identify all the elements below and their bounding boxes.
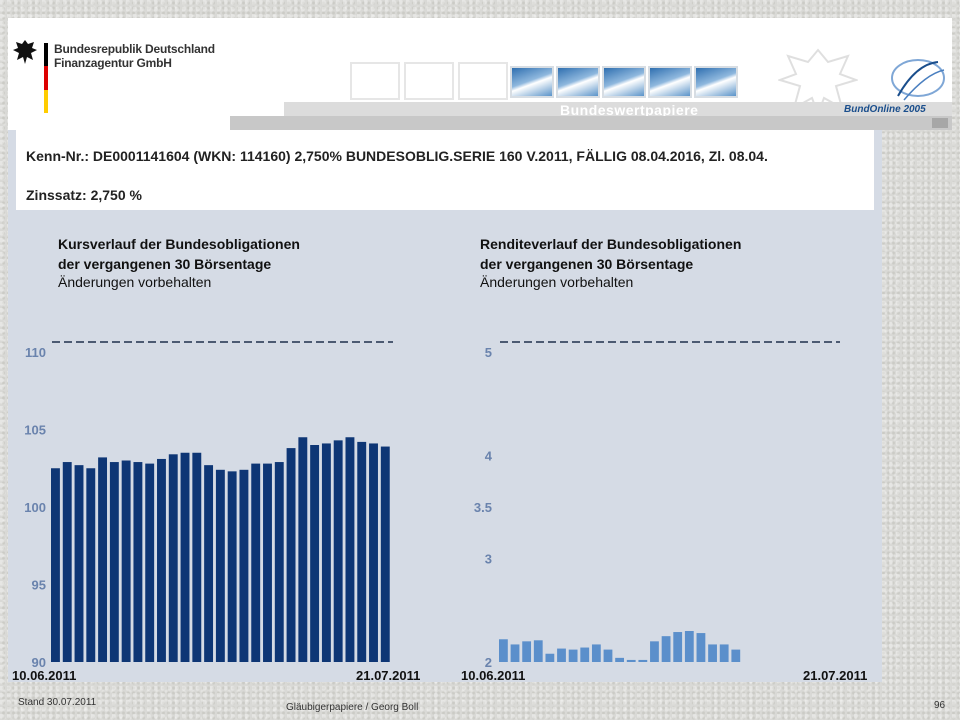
price-bar	[145, 463, 155, 662]
security-info-box: Kenn-Nr.: DE0001141604 (WKN: 114160) 2,7…	[16, 130, 874, 210]
yield-bar	[557, 648, 566, 662]
yield-bar	[615, 657, 624, 662]
yield-chart-title-line-2: der vergangenen 30 Börsentage	[480, 256, 694, 272]
yield-bar	[510, 644, 520, 662]
grey-strip	[230, 116, 952, 130]
price-chart-title: Kursverlauf der Bundesobligationen der v…	[58, 234, 300, 274]
security-identifier: Kenn-Nr.: DE0001141604 (WKN: 114160) 2,7…	[26, 148, 768, 164]
yield-x-end-label: 21.07.2011	[803, 668, 867, 683]
org-line-2: Finanzagentur GmbH	[54, 56, 172, 70]
yield-y-tick-label: 4	[485, 448, 493, 463]
yield-bar	[499, 639, 508, 662]
footer-author: Gläubigerpapiere / Georg Boll	[286, 702, 419, 713]
yield-bar	[568, 649, 578, 662]
price-bar	[121, 460, 131, 662]
yield-y-tick-label: 3.5	[474, 500, 492, 515]
yield-bar	[533, 640, 543, 662]
price-bar	[357, 441, 367, 662]
price-bar	[86, 468, 96, 662]
price-bar	[157, 458, 166, 662]
price-bar	[62, 462, 72, 662]
yield-bar	[603, 649, 613, 662]
price-bar	[333, 440, 343, 662]
price-bar	[263, 463, 272, 662]
price-y-tick-label: 105	[24, 423, 46, 438]
price-chart-title-line-2: der vergangenen 30 Börsentage	[58, 256, 272, 272]
flag-red	[44, 66, 48, 90]
yield-bar	[719, 644, 729, 662]
price-bar	[204, 465, 214, 662]
organization-name: Bundesrepublik Deutschland Finanzagentur…	[54, 42, 215, 70]
price-y-tick-label: 90	[32, 655, 46, 670]
yield-bar	[708, 644, 717, 662]
price-bar	[168, 454, 178, 662]
price-y-tick-label: 95	[32, 578, 46, 593]
price-bar	[286, 448, 296, 662]
price-bar	[215, 469, 225, 662]
price-bar	[345, 437, 355, 662]
price-bar	[321, 443, 331, 662]
price-bar	[74, 465, 84, 662]
yield-bar	[580, 647, 590, 662]
price-x-end-label: 21.07.2011	[356, 668, 420, 683]
federal-eagle-icon	[13, 40, 37, 64]
yield-bar	[545, 653, 555, 662]
flag-gold	[44, 89, 48, 113]
header-banner: Bundesrepublik Deutschland Finanzagentur…	[8, 18, 952, 130]
price-bar	[298, 437, 308, 662]
flag-black	[44, 43, 48, 67]
price-y-tick-label: 110	[25, 345, 46, 360]
bundonline-logo-text: BundOnline 2005	[844, 104, 926, 115]
yield-bar	[626, 659, 636, 662]
yield-x-start-label: 10.06.2011	[461, 668, 525, 683]
price-x-start-label: 10.06.2011	[12, 668, 76, 683]
german-flag-stripe	[44, 43, 48, 113]
bundonline-logo-icon	[891, 59, 945, 101]
yield-bar	[650, 641, 659, 662]
yield-bar	[696, 633, 706, 662]
decorative-frames	[350, 62, 510, 100]
price-bar	[192, 452, 202, 662]
yield-bar	[684, 631, 694, 662]
interest-rate: Zinssatz: 2,750 %	[26, 187, 142, 203]
price-bar	[380, 446, 390, 662]
yield-bar	[591, 644, 601, 662]
yield-y-tick-label: 5	[485, 345, 492, 360]
yield-bar	[731, 649, 741, 662]
grey-strip-end	[932, 118, 948, 128]
price-bar	[274, 462, 284, 662]
footer-date: Stand 30.07.2011	[18, 697, 97, 708]
page-number: 96	[934, 700, 946, 711]
yield-chart-note: Änderungen vorbehalten	[480, 274, 634, 290]
price-chart-note: Änderungen vorbehalten	[58, 274, 212, 290]
yield-bar	[522, 641, 532, 662]
price-bar	[239, 469, 249, 662]
price-bar	[98, 457, 108, 662]
price-bar	[310, 445, 320, 662]
price-bar	[133, 462, 143, 662]
title-strip	[284, 102, 952, 116]
price-bar	[251, 463, 261, 662]
price-bar	[51, 468, 60, 662]
price-bar	[109, 462, 119, 662]
price-bar	[180, 452, 190, 662]
yield-chart-title-line-1: Renditeverlauf der Bundesobligationen	[480, 236, 742, 252]
yield-bar	[673, 632, 683, 662]
yield-y-tick-label: 2	[485, 655, 492, 670]
price-y-tick-label: 100	[24, 500, 46, 515]
yield-bar	[638, 659, 648, 662]
org-line-1: Bundesrepublik Deutschland	[54, 42, 215, 56]
strip-label: Bundeswertpapiere	[560, 102, 699, 118]
yield-bar	[661, 636, 671, 662]
yield-chart-title: Renditeverlauf der Bundesobligationen de…	[480, 234, 741, 274]
price-bar	[227, 471, 237, 662]
price-chart-title-line-1: Kursverlauf der Bundesobligationen	[58, 236, 300, 252]
yield-y-tick-label: 3	[485, 552, 492, 567]
price-bar	[369, 443, 378, 662]
